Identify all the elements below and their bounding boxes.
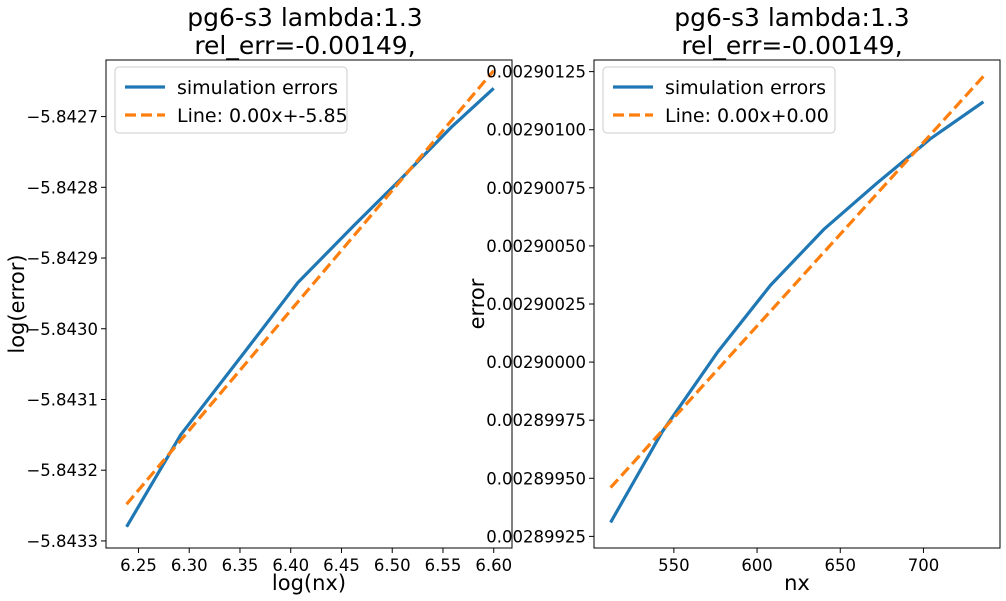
- y-tick-label: 0.00289950: [486, 469, 586, 488]
- x-tick-label: 550: [658, 556, 690, 575]
- series-line-fit-line: [609, 75, 985, 489]
- x-tick-label: 650: [825, 556, 857, 575]
- legend-entry-label: Line: 0.00x+-5.85: [177, 105, 348, 127]
- y-tick-label: 0.00290100: [486, 121, 586, 140]
- legend-entry-label: Line: 0.00x+0.00: [665, 105, 829, 127]
- legend-box: [114, 66, 348, 134]
- chart-title-line-2: rel_err=-0.00149,: [194, 31, 415, 60]
- x-tick-label: 600: [741, 556, 773, 575]
- legend: simulation errors Line: 0.00x+0.00: [602, 66, 836, 134]
- y-tick-label: 0.00290125: [486, 63, 586, 82]
- y-axis-label: log(error): [5, 254, 29, 353]
- y-tick-label: −5.8431: [26, 390, 98, 409]
- series-line-simulation-errors: [125, 87, 495, 528]
- chart-title-line-1: pg6-s3 lambda:1.3: [674, 3, 909, 32]
- y-tick-label: −5.8433: [26, 532, 98, 551]
- legend-entry-label: simulation errors: [665, 77, 826, 99]
- chart-title-line-2: rel_err=-0.00149,: [681, 31, 902, 60]
- series-line-fit-line: [125, 69, 495, 506]
- y-tick-label: −5.8432: [26, 461, 98, 480]
- legend: simulation errors Line: 0.00x+-5.85: [114, 66, 348, 134]
- x-tick-label: 6.40: [272, 556, 309, 575]
- x-tick-label: 6.50: [374, 556, 411, 575]
- plot-frame: [105, 59, 513, 549]
- y-tick-label: −5.8427: [26, 108, 98, 127]
- legend-entry-label: simulation errors: [177, 77, 338, 99]
- x-tick-label: 700: [908, 556, 940, 575]
- x-tick-label: 6.45: [323, 556, 360, 575]
- y-tick-label: 0.00290050: [486, 237, 586, 256]
- y-tick-label: 0.00290075: [486, 179, 586, 198]
- y-axis-label: error: [465, 278, 489, 329]
- y-tick-label: 0.00290025: [486, 295, 586, 314]
- y-tick-label: −5.8430: [26, 320, 98, 339]
- chart-title-line-1: pg6-s3 lambda:1.3: [187, 3, 422, 32]
- legend-box: [602, 66, 836, 134]
- y-tick-label: 0.00290000: [486, 353, 586, 372]
- series-line-simulation-errors: [609, 100, 985, 524]
- y-tick-label: 0.00289925: [486, 527, 586, 546]
- x-tick-label: 6.60: [475, 556, 512, 575]
- x-tick-label: 6.30: [171, 556, 208, 575]
- x-tick-label: 6.35: [222, 556, 259, 575]
- x-tick-label: 6.25: [120, 556, 157, 575]
- y-tick-label: −5.8429: [26, 249, 98, 268]
- x-axis-label: nx: [784, 571, 810, 595]
- x-axis-label: log(nx): [272, 571, 346, 595]
- x-tick-label: 6.55: [425, 556, 462, 575]
- y-tick-label: −5.8428: [26, 178, 98, 197]
- y-tick-label: 0.00289975: [486, 411, 586, 430]
